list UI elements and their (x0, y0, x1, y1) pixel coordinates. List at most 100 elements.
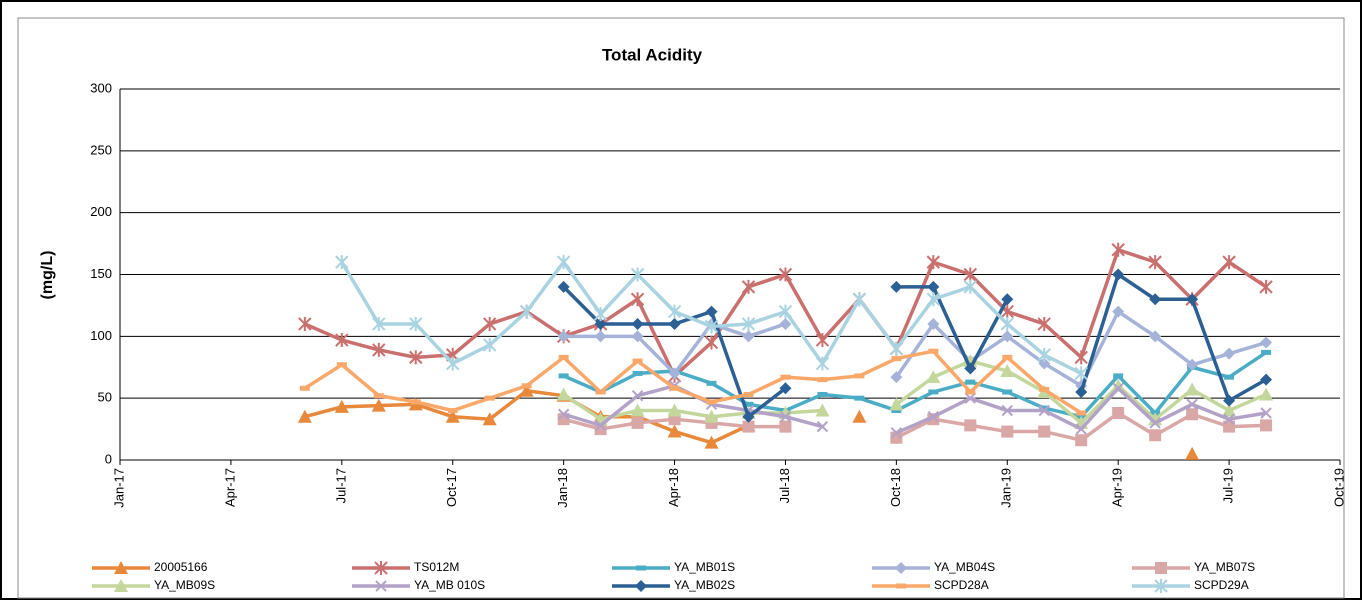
point (630, 292, 645, 307)
series (299, 348, 1087, 416)
point (594, 419, 607, 432)
point (409, 316, 423, 331)
point (1074, 366, 1088, 381)
series-line (562, 350, 1268, 419)
legend-marker (1154, 579, 1168, 593)
point (1186, 398, 1198, 411)
point (630, 403, 645, 417)
point (1149, 429, 1162, 442)
x-tick-label: Apr-17 (222, 468, 237, 507)
point (668, 367, 681, 380)
point (298, 316, 312, 331)
series (557, 268, 1273, 423)
legend-marker (375, 580, 387, 592)
point (704, 319, 719, 334)
point (1149, 417, 1161, 429)
legend-marker (114, 579, 128, 592)
point (815, 403, 830, 417)
point (372, 342, 386, 357)
y-tick-label: 150 (90, 266, 112, 281)
point (927, 317, 940, 330)
point (667, 304, 682, 319)
series-line (303, 349, 1083, 415)
point (1038, 425, 1051, 438)
chart-title: Total Acidity (602, 45, 703, 64)
y-tick-label: 250 (90, 142, 112, 157)
point (482, 316, 497, 331)
point (335, 255, 349, 270)
y-tick-label: 100 (90, 328, 112, 343)
point (852, 292, 867, 307)
point (1037, 347, 1051, 362)
point (852, 409, 867, 423)
x-tick-label: Jul-17 (333, 468, 348, 503)
x-tick-label: Jul-18 (777, 468, 792, 503)
legend-label: YA_MB04S (934, 560, 995, 574)
point (482, 412, 497, 426)
x-tick-label: Oct-19 (1331, 468, 1346, 507)
point (519, 383, 534, 397)
point (1001, 425, 1014, 438)
legend-label: 20005166 (154, 560, 208, 574)
point (742, 420, 755, 433)
point (816, 420, 829, 433)
point (409, 350, 423, 365)
point (926, 255, 941, 270)
point (445, 409, 460, 423)
legend-label: YA_MB01S (674, 560, 735, 574)
point (1222, 255, 1236, 270)
point (1185, 446, 1200, 460)
point (482, 337, 497, 352)
point (1223, 394, 1236, 407)
point (630, 267, 645, 282)
point (1001, 404, 1013, 417)
point (1075, 434, 1088, 447)
point (1038, 357, 1051, 370)
point (1112, 305, 1125, 318)
x-tick-label: Jan-17 (111, 468, 126, 508)
point (594, 317, 607, 330)
point (372, 316, 386, 331)
point (556, 387, 571, 401)
x-tick-label: Jan-18 (555, 468, 570, 508)
point (1074, 350, 1088, 365)
y-tick-label: 0 (105, 451, 112, 466)
point (1075, 423, 1087, 435)
point (1149, 330, 1162, 343)
point (1111, 242, 1125, 257)
point (594, 330, 607, 343)
point (297, 409, 312, 423)
x-tick-label: Apr-19 (1110, 468, 1125, 507)
point (1186, 408, 1199, 421)
point (1075, 385, 1088, 398)
legend-label: SCPD29A (1194, 578, 1249, 592)
point (963, 267, 978, 282)
point (1223, 420, 1236, 433)
y-tick-label: 200 (90, 204, 112, 219)
legend-marker (374, 561, 388, 575)
x-tick-label: Oct-18 (888, 468, 903, 507)
legend-label: YA_MB02S (674, 578, 735, 592)
point (889, 397, 904, 411)
point (557, 408, 570, 420)
point (741, 279, 756, 294)
point (1112, 268, 1125, 281)
point (705, 305, 718, 318)
point (1186, 293, 1199, 306)
point (593, 307, 608, 322)
point (1000, 316, 1014, 331)
point (1111, 378, 1126, 392)
point (742, 410, 755, 423)
point (1112, 407, 1125, 420)
point (1259, 279, 1273, 294)
point (927, 280, 940, 293)
point (889, 341, 904, 356)
legend-label: YA_MB 010S (414, 578, 485, 592)
legend-marker (1155, 562, 1167, 574)
point (964, 392, 977, 404)
legend-marker (635, 580, 647, 592)
point (890, 371, 903, 384)
point (704, 409, 719, 423)
